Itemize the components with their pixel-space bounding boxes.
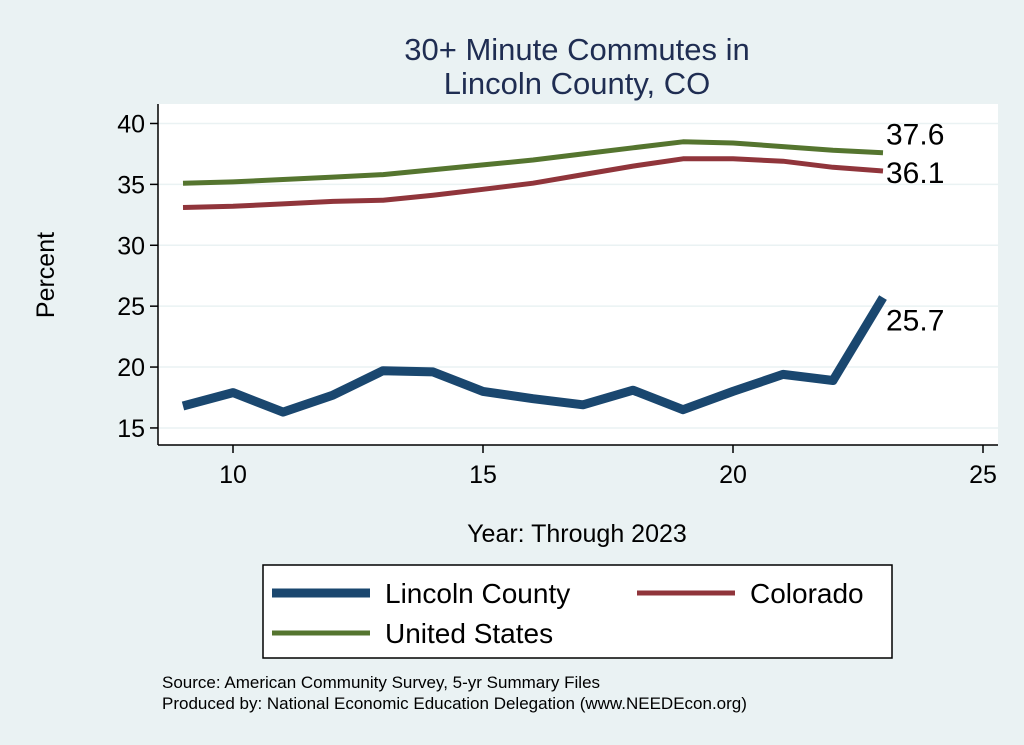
- chart-title-line-1: 30+ Minute Commutes in: [404, 32, 749, 67]
- y-tick-label: 40: [117, 110, 145, 138]
- y-tick-label: 20: [117, 354, 145, 382]
- source-line-2: Produced by: National Economic Education…: [162, 694, 747, 713]
- x-tick-label: 20: [719, 461, 747, 489]
- y-tick-label: 15: [117, 415, 145, 443]
- legend-items: Lincoln County Colorado United States: [272, 578, 864, 649]
- x-tick-label: 15: [469, 461, 497, 489]
- chart-title-line-2: Lincoln County, CO: [444, 66, 711, 101]
- series-line-united-states: [182, 139, 884, 186]
- y-tick-label: 35: [117, 171, 145, 199]
- x-tick-label: 10: [219, 461, 247, 489]
- grid: [158, 122, 998, 429]
- x-axis-title: Year: Through 2023: [467, 520, 687, 548]
- series-line-colorado: [182, 156, 884, 210]
- legend-label-lincoln-county: Lincoln County: [385, 578, 570, 609]
- legend: [262, 564, 893, 659]
- source-line-1: Source: American Community Survey, 5-yr …: [162, 673, 600, 692]
- end-label-colorado: 36.1: [886, 157, 944, 190]
- legend-label-colorado: Colorado: [750, 578, 864, 609]
- end-label-united-states: 37.6: [886, 119, 944, 152]
- series-group: [181, 139, 887, 417]
- y-tick-label: 30: [117, 232, 145, 260]
- y-tick-label: 25: [117, 293, 145, 321]
- end-label-lincoln-county: 25.7: [886, 305, 944, 338]
- end-labels: 37.6 36.1 25.7: [886, 119, 944, 338]
- axes: 15 20 25 30 35 40 10 15 20 25: [117, 104, 998, 489]
- x-tick-label: 25: [969, 461, 997, 489]
- legend-label-united-states: United States: [385, 618, 553, 649]
- y-axis-title: Percent: [32, 232, 60, 318]
- plot-area: [158, 104, 998, 445]
- series-line-lincoln-county: [181, 295, 887, 417]
